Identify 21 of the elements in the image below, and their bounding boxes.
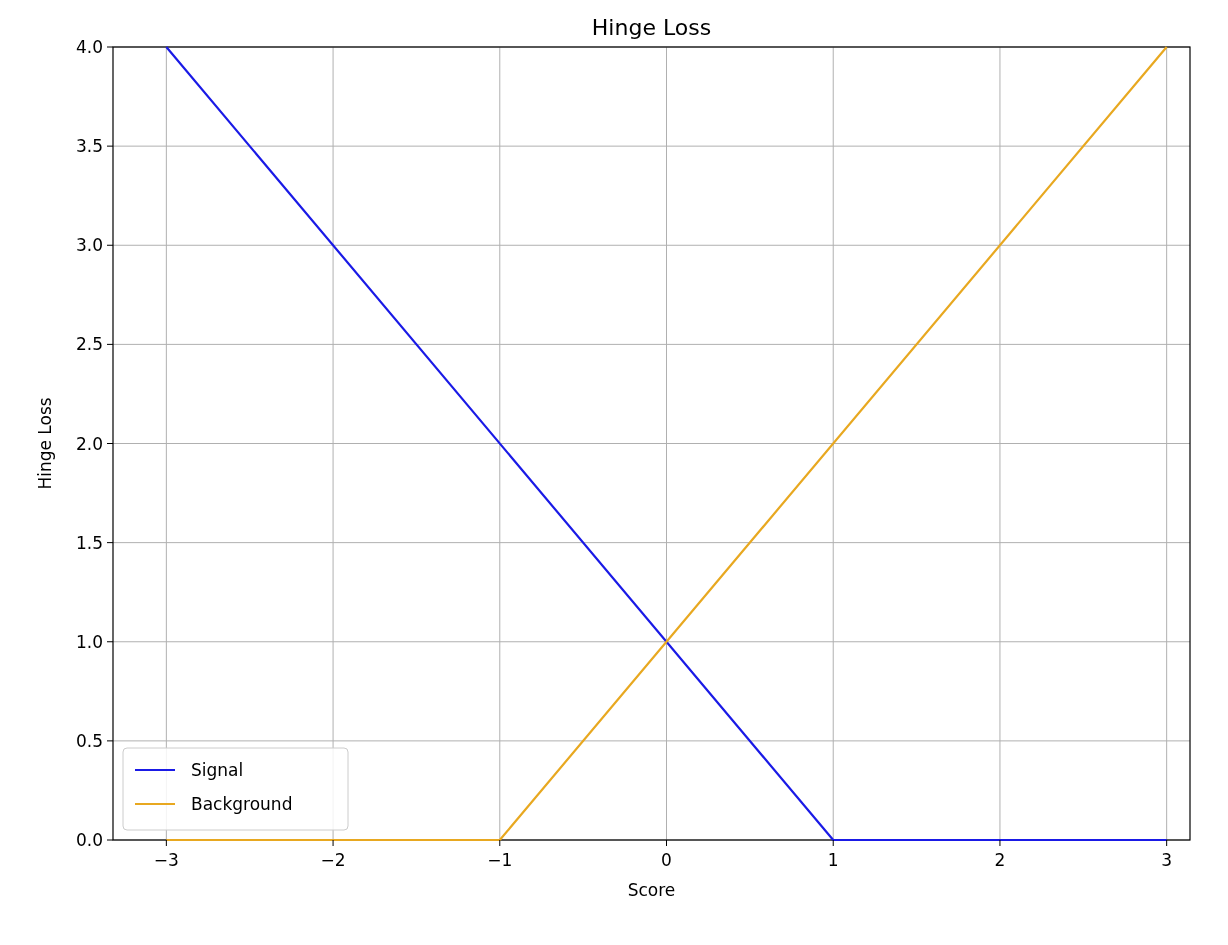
y-tick-label: 2.0 — [75, 433, 103, 454]
x-tick-label: 2 — [994, 850, 1006, 870]
y-tick-label: 1.0 — [75, 631, 103, 652]
x-tick-label: 1 — [827, 850, 839, 870]
y-tick-label: 4.0 — [75, 37, 103, 57]
y-tick-label: 0.0 — [75, 830, 103, 850]
x-axis-title: Score — [627, 880, 676, 900]
y-tick-label: 2.5 — [75, 334, 103, 355]
y-tick-label: 3.5 — [75, 136, 103, 157]
y-tick-label: 0.5 — [75, 730, 103, 751]
y-tick-label: 3.0 — [75, 235, 103, 256]
legend-label: Signal — [191, 760, 244, 780]
x-tick-label: −3 — [153, 850, 179, 870]
legend-label: Background — [191, 794, 293, 814]
x-tick-label: −1 — [487, 850, 513, 870]
x-tick-label: 3 — [1161, 850, 1173, 870]
x-tick-label: 0 — [661, 850, 672, 870]
chart-title: Hinge Loss — [591, 15, 712, 40]
y-tick-label: 1.5 — [75, 532, 103, 553]
y-axis-title: Hinge Loss — [35, 397, 55, 490]
x-tick-label: −2 — [320, 850, 346, 870]
